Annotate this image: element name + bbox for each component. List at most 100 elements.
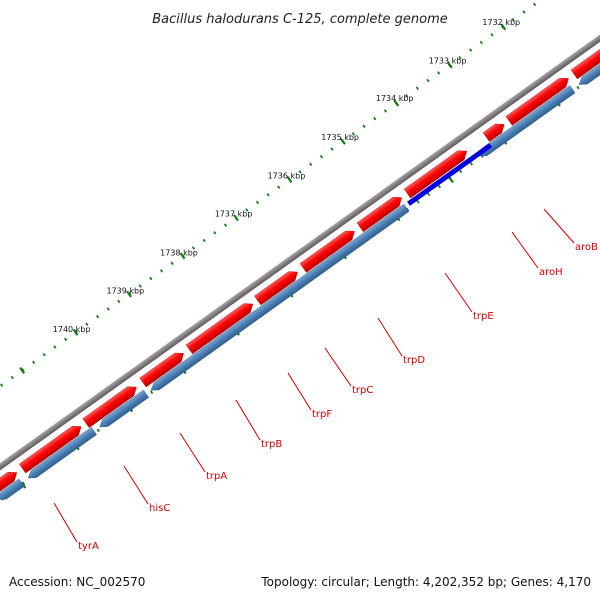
inner-tick-dot: [96, 428, 100, 433]
forward-gene-arrow[interactable]: [403, 147, 470, 199]
reverse-gene-arrow[interactable]: [576, 36, 600, 88]
gene-label[interactable]: trpC: [352, 385, 373, 396]
gene-label[interactable]: hisC: [149, 503, 170, 514]
ruler-dot: [10, 375, 14, 380]
ruler-dot: [511, 17, 515, 22]
reverse-gene-arrow[interactable]: [476, 85, 576, 160]
gene-leader-line: [235, 399, 261, 441]
ruler-dot: [31, 360, 36, 365]
gene-leader-line: [123, 465, 149, 505]
gene-label[interactable]: aroH: [539, 267, 563, 278]
scale-label: 1733 kbp: [429, 56, 467, 65]
ruler-dot: [458, 55, 462, 60]
ruler-dot: [255, 200, 260, 205]
ruler-dot: [159, 269, 164, 273]
forward-gene-arrow[interactable]: [505, 74, 572, 126]
inner-tick-dot: [469, 162, 474, 166]
gene-leader-line: [511, 231, 539, 269]
ruler-dot: [383, 109, 387, 113]
forward-gene-arrow[interactable]: [0, 468, 20, 496]
forward-gene-arrow[interactable]: [570, 27, 600, 80]
ruler-dot: [266, 193, 270, 197]
gene-label[interactable]: trpE: [473, 311, 494, 322]
ruler-dot: [63, 337, 68, 342]
scale-label: 1738 kbp: [160, 248, 198, 257]
forward-gene-arrow[interactable]: [254, 268, 300, 306]
ruler-major-tick: [233, 214, 239, 222]
accession-label: Accession: NC_002570: [9, 575, 145, 589]
ruler-dot: [245, 208, 249, 212]
gene-label[interactable]: trpB: [261, 439, 282, 450]
scale-label: 1734 kbp: [376, 94, 414, 103]
genome-backbone: [0, 17, 600, 488]
ruler-dot: [469, 48, 473, 52]
reverse-gene-arrow[interactable]: [25, 427, 97, 481]
genome-summary: Topology: circular; Length: 4,202,352 bp…: [260, 575, 591, 589]
reverse-gene-arrow[interactable]: [0, 478, 25, 503]
ruler-dot: [213, 231, 217, 235]
gene-leader-line: [179, 432, 206, 473]
ruler-dot: [373, 116, 377, 121]
ruler-dot: [53, 345, 57, 349]
forward-gene-arrow[interactable]: [482, 120, 507, 142]
forward-gene-arrow[interactable]: [19, 422, 84, 474]
ruler-dot: [522, 10, 526, 14]
ruler-dot: [437, 71, 441, 75]
gene-leader-line: [324, 347, 352, 387]
ruler-dot: [490, 33, 494, 37]
gene-label[interactable]: trpD: [403, 355, 425, 366]
inner-tick-dot: [459, 169, 463, 174]
gene-label[interactable]: trpA: [206, 471, 227, 482]
ruler-dot: [362, 124, 366, 128]
selected-gene-highlight[interactable]: [407, 143, 493, 206]
ruler-dot: [42, 352, 46, 357]
map-title: Bacillus halodurans C-125, complete geno…: [152, 12, 448, 27]
forward-gene-arrow[interactable]: [356, 193, 405, 233]
gene-label-layer: aroB aroH trpE trpD trpC trpF trpB trpA hisC tyrA: [53, 208, 598, 552]
scale-label: 1736 kbp: [268, 172, 306, 181]
ruler-dot: [202, 238, 206, 243]
ruler-major-tick: [446, 61, 453, 69]
forward-gene-arrow[interactable]: [299, 227, 358, 273]
gene-label[interactable]: tyrA: [78, 541, 99, 552]
ruler-major-tick: [126, 290, 132, 298]
ruler-dot: [106, 307, 110, 311]
ruler-major-tick: [393, 99, 400, 107]
inner-tick-dot: [150, 390, 154, 395]
forward-gene-arrow[interactable]: [185, 300, 256, 355]
forward-gene-arrow[interactable]: [139, 349, 187, 388]
gene-label[interactable]: trpF: [312, 409, 332, 420]
inner-major-tick: [448, 176, 454, 184]
reverse-gene-arrow[interactable]: [148, 203, 410, 394]
scale-label: 1735 kbp: [321, 133, 359, 142]
ruler-dot: [351, 132, 355, 136]
ruler-major-tick: [72, 328, 79, 336]
ruler-dot: [532, 2, 537, 7]
inner-tick-dot: [576, 85, 580, 90]
ruler-dot: [117, 299, 121, 304]
ruler-dot: [298, 170, 302, 174]
gene-label[interactable]: aroB: [575, 242, 598, 253]
ruler-dot: [223, 223, 228, 227]
ruler-dot: [426, 78, 430, 83]
ruler-dot: [170, 261, 174, 266]
ruler-dot: [95, 314, 100, 319]
ruler-major-tick: [339, 137, 346, 145]
inner-tick-dot: [416, 200, 420, 204]
ruler-dot: [309, 162, 313, 167]
scale-label: 1740 kbp: [53, 325, 91, 334]
ruler-dot: [479, 40, 483, 45]
ruler-dot: [191, 246, 196, 250]
gene-leader-line: [287, 372, 312, 411]
gene-leader-line: [377, 317, 403, 357]
reverse-gene-arrow[interactable]: [97, 389, 149, 430]
ruler-dot: [85, 322, 89, 326]
forward-gene-arrow[interactable]: [82, 383, 140, 428]
ruler-major-tick: [286, 176, 293, 184]
ruler-dot: [405, 94, 409, 98]
ruler-dot: [277, 185, 281, 189]
ruler-major-tick: [179, 252, 186, 260]
gene-leader-line: [53, 502, 78, 543]
ruler-dot: [319, 154, 324, 159]
